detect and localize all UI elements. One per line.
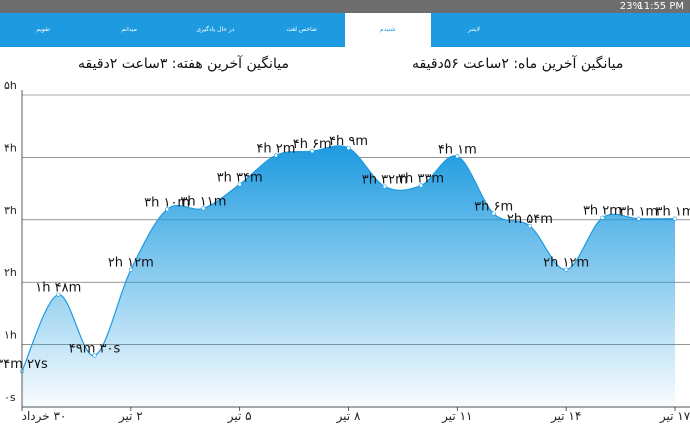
value-label: ۳h ۳۳m (398, 171, 444, 186)
battery: 23% (619, 1, 642, 12)
point (56, 292, 61, 297)
tab-bar: تقویم میدانم در حال یادگیری شاخص لغت شنیدم لا… (0, 13, 690, 48)
value-label: ۳h ۱m (656, 205, 690, 220)
point (92, 353, 97, 358)
tab[interactable]: میدانم (121, 26, 137, 33)
point (418, 183, 424, 188)
value-label: ۳h ۳۲m (362, 173, 408, 188)
y-tick-label: ۰s (4, 391, 16, 404)
value-label: ۳h ۱m (619, 205, 658, 220)
value-label: ۴۹m ۳۰s (69, 342, 121, 357)
point (310, 149, 315, 154)
point (273, 153, 279, 158)
x-tick-label: ۲ تیر (118, 409, 143, 424)
tab[interactable]: شنیدم (344, 13, 431, 48)
tab[interactable]: تقویم (36, 26, 50, 33)
value-label: ۴h ۱m (438, 142, 477, 157)
point (564, 267, 569, 272)
x-tick-label: ۱۴ تیر (550, 409, 581, 424)
value-label: ۴h ۶m (293, 137, 332, 152)
x-tick-label: ۱۷ تیر (659, 409, 690, 424)
point (527, 223, 532, 229)
value-label: ۳h ۳۴m (217, 170, 263, 185)
x-tick-label: ۱۱ تیر (441, 409, 472, 424)
y-tick-label: ۲h (4, 266, 17, 279)
point (346, 145, 351, 151)
tab[interactable]: لایتنر (467, 26, 481, 33)
point (128, 267, 133, 272)
y-tick-label: ۴h (4, 141, 17, 154)
value-label: ۱h ۴۸m (35, 281, 81, 296)
value-label: ۲h ۱۲m (543, 256, 589, 271)
area (22, 145, 675, 408)
x-tick-label: ۵ تیر (227, 409, 252, 424)
point (455, 154, 460, 159)
value-label: ۳h ۱۰m (144, 195, 190, 210)
value-label: ۳۴m ۲۷s (0, 357, 48, 372)
value-label: ۲h ۵۴m (507, 212, 553, 227)
y-tick-label: ۳h (4, 204, 17, 217)
x-tick-label: ۳۰ خرداد (22, 409, 67, 424)
status-bar: 23% 11:55 PM (0, 0, 690, 13)
point (382, 184, 387, 189)
value-label: ۳h ۶m (474, 200, 513, 215)
tab[interactable]: در حال یادگیری (196, 26, 235, 33)
value-label: ۳h ۱۱m (180, 194, 226, 209)
point (636, 216, 641, 221)
value-label: ۴h ۲m (256, 141, 295, 156)
x-tick-label: ۸ تیر (336, 409, 361, 424)
clock: 11:55 PM (637, 1, 684, 12)
month-average: میانگین آخرین ماه: ۲ساعت ۵۶دقیقه (412, 56, 624, 72)
point (201, 206, 206, 211)
week-average: میانگین آخرین هفته: ۳ساعت ۲دقیقه (78, 56, 289, 72)
value-label: ۳h ۲m (583, 204, 622, 219)
point (491, 211, 496, 216)
point (672, 216, 678, 221)
value-label: ۲h ۱۲m (108, 256, 154, 271)
tab[interactable]: شاخص لغت (286, 26, 317, 33)
y-tick-label: ۱h (4, 329, 17, 342)
value-label: ۴h ۹m (329, 134, 368, 149)
chart: ۰s ۱h ۲h ۳h ۴h ۵h ۳۴m ۲۷s ۱h ۴۸m ۴۹m ۳۰s ۲h ۱۲m ۳h… (0, 80, 690, 424)
point (165, 207, 170, 212)
point (237, 182, 242, 187)
y-tick-label: ۵h (4, 80, 17, 92)
point (600, 215, 605, 220)
